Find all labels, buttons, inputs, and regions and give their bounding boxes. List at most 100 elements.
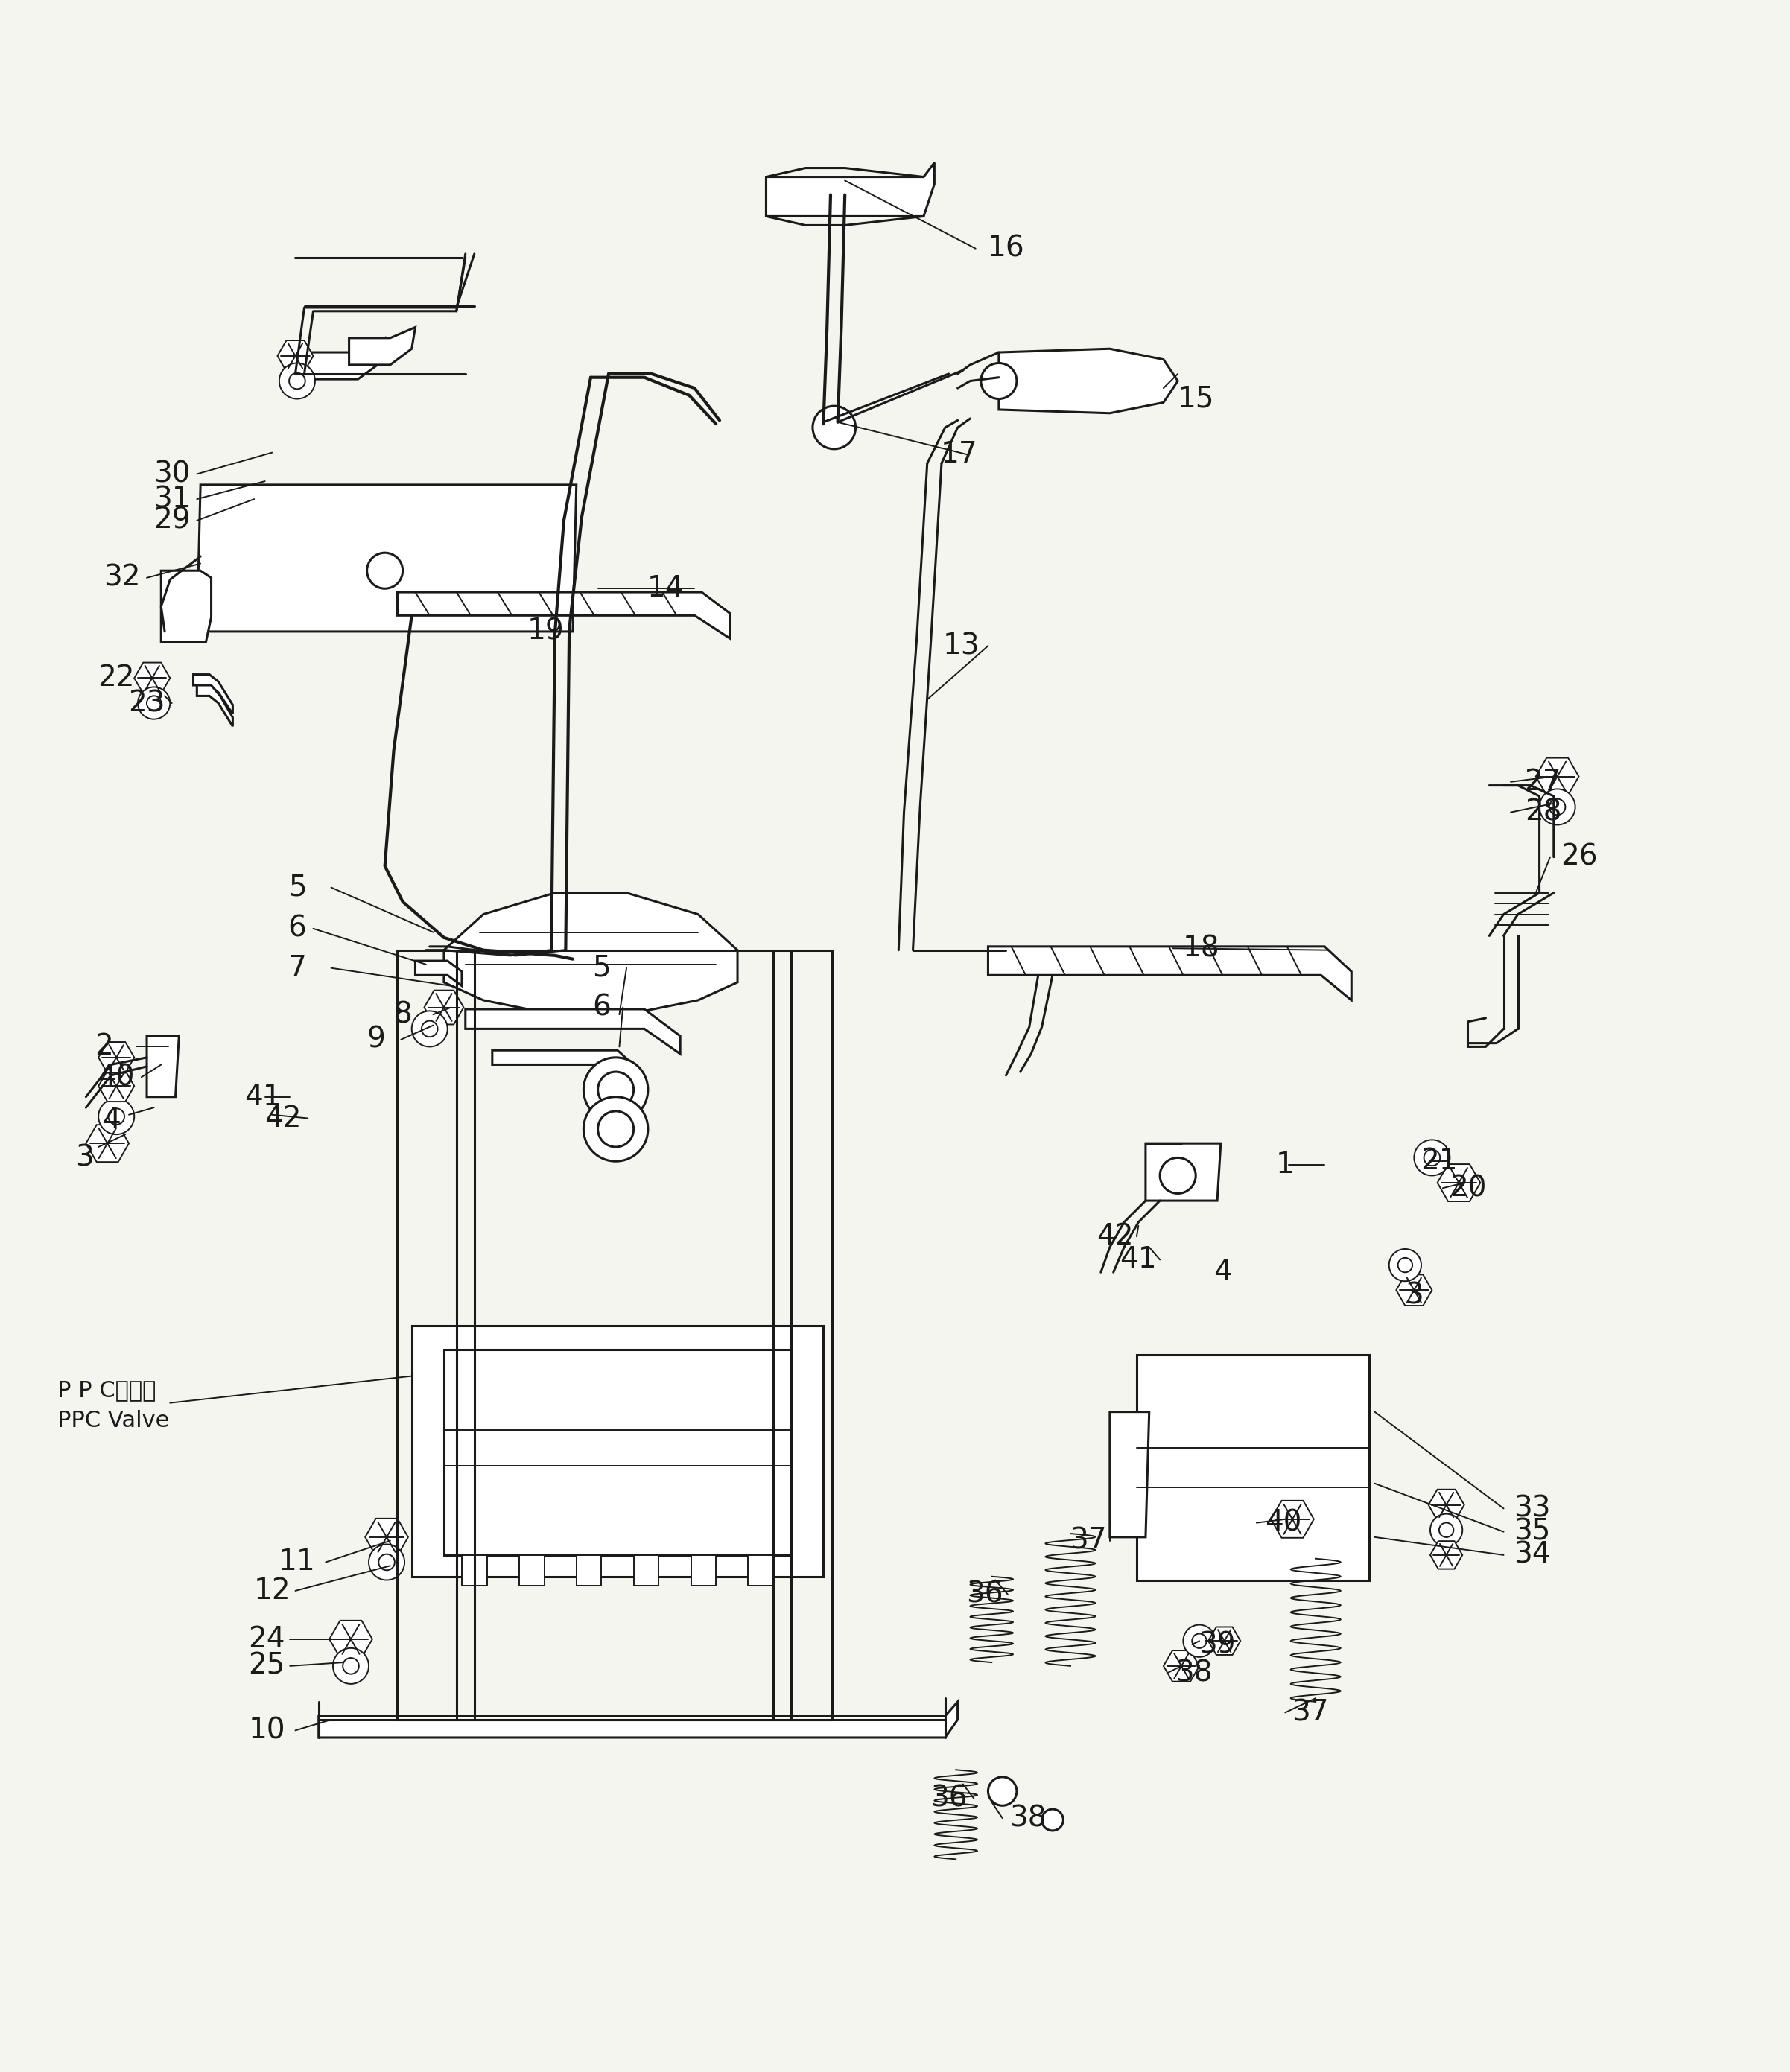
- Circle shape: [378, 1554, 394, 1571]
- Text: 7: 7: [288, 953, 306, 982]
- Polygon shape: [492, 1051, 641, 1086]
- Bar: [519, 1554, 544, 1585]
- Polygon shape: [1110, 1411, 1149, 1537]
- Circle shape: [147, 696, 161, 711]
- Text: 18: 18: [1183, 934, 1219, 963]
- Circle shape: [584, 1057, 648, 1121]
- Polygon shape: [999, 348, 1178, 412]
- Circle shape: [1430, 1515, 1462, 1546]
- Polygon shape: [197, 686, 233, 727]
- Circle shape: [1423, 1150, 1439, 1167]
- Polygon shape: [319, 1701, 958, 1738]
- Circle shape: [367, 553, 403, 588]
- Circle shape: [333, 1647, 369, 1685]
- Text: 36: 36: [967, 1581, 1002, 1608]
- Polygon shape: [415, 961, 462, 986]
- Text: 41: 41: [1121, 1245, 1156, 1274]
- Circle shape: [1042, 1809, 1063, 1832]
- Text: 42: 42: [1097, 1222, 1133, 1251]
- Polygon shape: [988, 947, 1351, 1001]
- Text: P P Cバルブ: P P Cバルブ: [57, 1380, 156, 1401]
- Text: 30: 30: [154, 460, 190, 489]
- Polygon shape: [161, 570, 211, 642]
- Text: 26: 26: [1561, 843, 1597, 870]
- Text: 23: 23: [129, 690, 165, 717]
- Polygon shape: [86, 1125, 129, 1162]
- Circle shape: [988, 1778, 1017, 1805]
- Polygon shape: [98, 1042, 134, 1073]
- Text: 37: 37: [1292, 1699, 1328, 1726]
- Text: 11: 11: [279, 1548, 315, 1577]
- Polygon shape: [1430, 1542, 1462, 1569]
- Text: 10: 10: [249, 1716, 285, 1745]
- Bar: [576, 1554, 601, 1585]
- Circle shape: [1439, 1523, 1453, 1537]
- Polygon shape: [365, 1519, 408, 1556]
- Text: 4: 4: [102, 1106, 120, 1133]
- Text: 37: 37: [1070, 1527, 1106, 1554]
- Text: 14: 14: [648, 574, 684, 603]
- Text: 8: 8: [394, 1001, 412, 1028]
- Text: 2: 2: [95, 1032, 113, 1061]
- Text: 28: 28: [1525, 798, 1561, 827]
- Polygon shape: [412, 1326, 823, 1577]
- Text: 12: 12: [254, 1577, 290, 1606]
- Polygon shape: [444, 1349, 791, 1554]
- Text: 6: 6: [592, 992, 610, 1021]
- Circle shape: [584, 1096, 648, 1160]
- Polygon shape: [295, 338, 385, 379]
- Circle shape: [344, 1658, 358, 1674]
- Circle shape: [1183, 1624, 1215, 1658]
- Circle shape: [138, 688, 170, 719]
- Text: 20: 20: [1450, 1175, 1486, 1202]
- Text: 41: 41: [245, 1084, 281, 1111]
- Text: 15: 15: [1178, 385, 1214, 412]
- Text: 42: 42: [265, 1104, 301, 1133]
- Circle shape: [288, 373, 304, 390]
- Circle shape: [98, 1098, 134, 1135]
- Polygon shape: [277, 340, 313, 371]
- Polygon shape: [1208, 1627, 1240, 1656]
- Text: 39: 39: [1199, 1631, 1235, 1660]
- Polygon shape: [424, 990, 464, 1024]
- Circle shape: [1160, 1158, 1196, 1193]
- Polygon shape: [1428, 1490, 1464, 1521]
- Text: 40: 40: [98, 1063, 134, 1092]
- Polygon shape: [98, 1071, 134, 1102]
- Circle shape: [107, 1109, 124, 1125]
- Circle shape: [279, 363, 315, 398]
- Text: 3: 3: [75, 1144, 93, 1173]
- Text: 3: 3: [1405, 1280, 1423, 1310]
- Bar: [691, 1554, 716, 1585]
- Circle shape: [369, 1544, 405, 1581]
- Text: 19: 19: [528, 617, 564, 646]
- Polygon shape: [1437, 1164, 1480, 1202]
- Text: 31: 31: [154, 485, 190, 514]
- Circle shape: [1414, 1140, 1450, 1175]
- Polygon shape: [197, 485, 576, 632]
- Text: 5: 5: [592, 953, 610, 982]
- Circle shape: [813, 406, 856, 450]
- Text: 38: 38: [1176, 1660, 1212, 1687]
- Polygon shape: [349, 327, 415, 365]
- Text: 35: 35: [1514, 1517, 1550, 1546]
- Polygon shape: [1396, 1274, 1432, 1305]
- Circle shape: [1389, 1249, 1421, 1280]
- Circle shape: [598, 1111, 634, 1148]
- Text: 29: 29: [154, 506, 190, 535]
- Text: 6: 6: [288, 914, 306, 943]
- Text: 40: 40: [1266, 1508, 1301, 1537]
- Text: 9: 9: [367, 1026, 385, 1055]
- Polygon shape: [397, 593, 730, 638]
- Polygon shape: [147, 1036, 179, 1096]
- Text: 1: 1: [1276, 1150, 1294, 1179]
- Text: 5: 5: [288, 872, 306, 901]
- Text: 21: 21: [1421, 1148, 1457, 1175]
- Text: 24: 24: [249, 1624, 285, 1653]
- Polygon shape: [444, 893, 737, 1015]
- Circle shape: [1398, 1258, 1412, 1272]
- Polygon shape: [1146, 1144, 1221, 1200]
- Bar: [462, 1554, 487, 1585]
- Polygon shape: [1271, 1500, 1314, 1537]
- Circle shape: [1539, 789, 1575, 825]
